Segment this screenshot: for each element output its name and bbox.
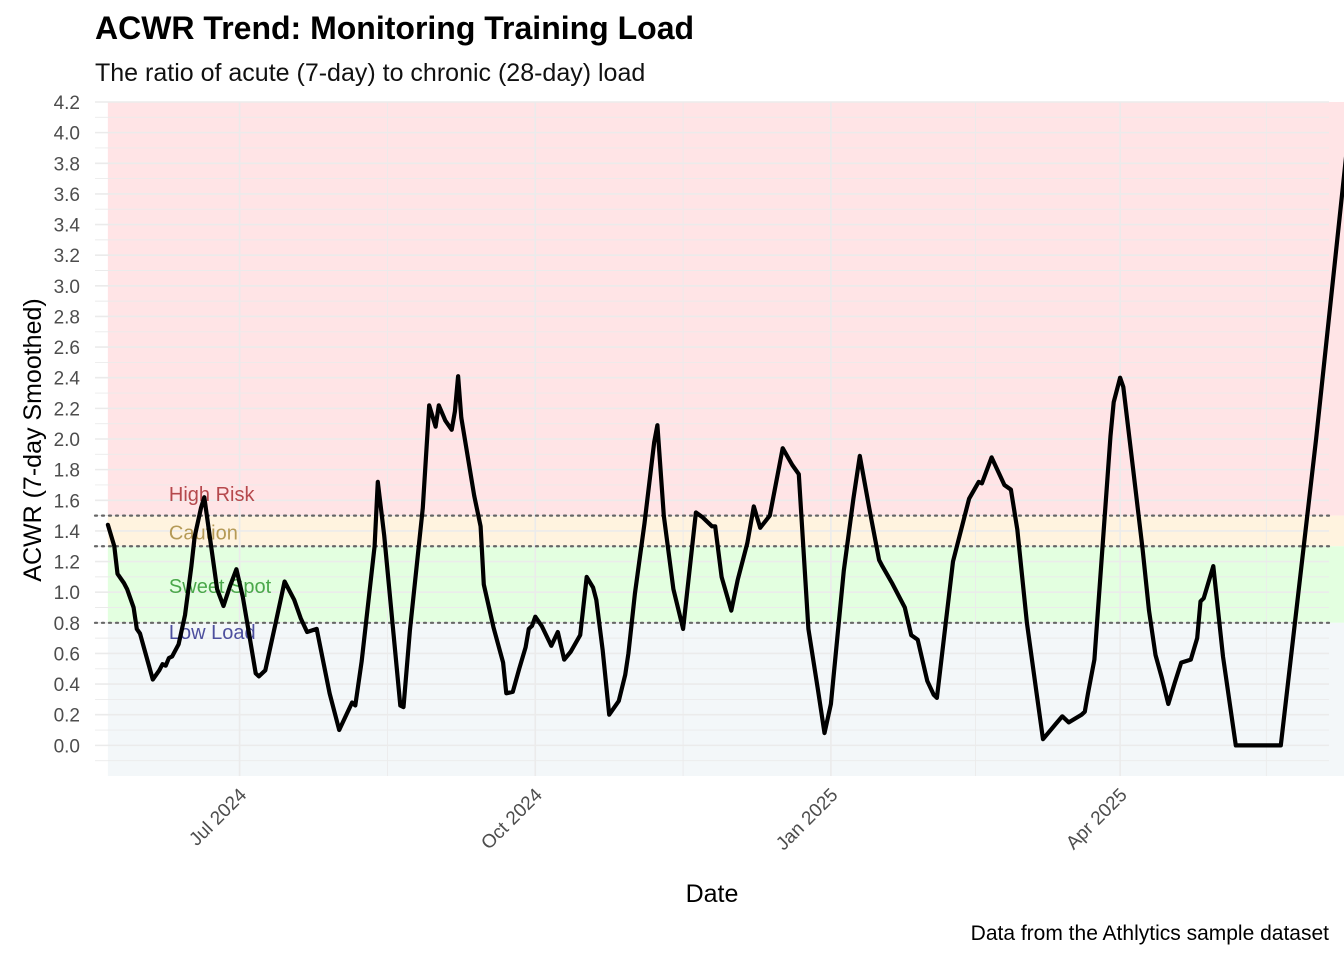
zone-labels: High Risk Caution Sweet Spot Low Load bbox=[169, 484, 272, 644]
y-tick-label: 3.0 bbox=[54, 277, 80, 298]
chart-title: ACWR Trend: Monitoring Training Load bbox=[95, 10, 694, 46]
y-tick-label: 1.6 bbox=[54, 491, 80, 512]
y-tick-label: 3.6 bbox=[54, 185, 80, 206]
x-tick-label: Apr 2025 bbox=[1062, 785, 1131, 854]
y-tick-label: 1.2 bbox=[54, 553, 80, 574]
y-tick-label: 3.4 bbox=[54, 216, 81, 237]
chart-subtitle: The ratio of acute (7-day) to chronic (2… bbox=[95, 59, 645, 87]
y-tick-label: 0.6 bbox=[54, 644, 80, 665]
y-tick-label: 0.4 bbox=[54, 675, 81, 696]
y-tick-label: 3.8 bbox=[54, 154, 80, 175]
y-axis-title: ACWR (7-day Smoothed) bbox=[19, 298, 47, 581]
y-axis-ticks: 0.0 0.2 0.4 0.6 0.8 1.0 1.2 1.4 1.6 1.8 2.0 2.2 2.4 2… bbox=[54, 93, 81, 757]
y-tick-label: 0.2 bbox=[54, 706, 80, 727]
y-tick-label: 2.2 bbox=[54, 399, 80, 420]
y-tick-label: 1.0 bbox=[54, 583, 80, 604]
zone-label-high-risk: High Risk bbox=[169, 484, 256, 506]
zone-band-high-risk bbox=[107, 102, 1344, 516]
y-tick-label: 1.4 bbox=[54, 522, 81, 543]
y-tick-label: 2.6 bbox=[54, 338, 80, 359]
x-tick-label: Jan 2025 bbox=[772, 785, 842, 855]
zone-label-caution: Caution bbox=[169, 522, 238, 544]
x-axis-title: Date bbox=[686, 880, 739, 908]
x-axis-ticks: Jul 2024 Oct 2024 Jan 2025 Apr 2025 bbox=[185, 784, 1131, 854]
acwr-series bbox=[105, 156, 1344, 748]
y-tick-label: 3.2 bbox=[54, 246, 80, 267]
y-tick-label: 4.2 bbox=[54, 93, 80, 114]
y-tick-label: 0.8 bbox=[54, 614, 80, 635]
chart-caption: Data from the Athlytics sample dataset bbox=[971, 922, 1329, 945]
zone-label-sweet-spot: Sweet Spot bbox=[169, 576, 272, 598]
x-tick-label: Oct 2024 bbox=[477, 784, 547, 854]
zone-label-low-load: Low Load bbox=[169, 622, 256, 644]
y-tick-label: 2.8 bbox=[54, 307, 80, 328]
y-tick-label: 4.0 bbox=[54, 124, 80, 145]
grid-lines bbox=[95, 101, 1329, 776]
y-tick-label: 2.0 bbox=[54, 430, 80, 451]
y-tick-label: 2.4 bbox=[54, 369, 81, 390]
y-tick-label: 1.8 bbox=[54, 461, 80, 482]
acwr-line bbox=[105, 156, 1344, 748]
x-tick-label: Jul 2024 bbox=[185, 784, 251, 850]
y-tick-label: 0.0 bbox=[54, 736, 80, 757]
